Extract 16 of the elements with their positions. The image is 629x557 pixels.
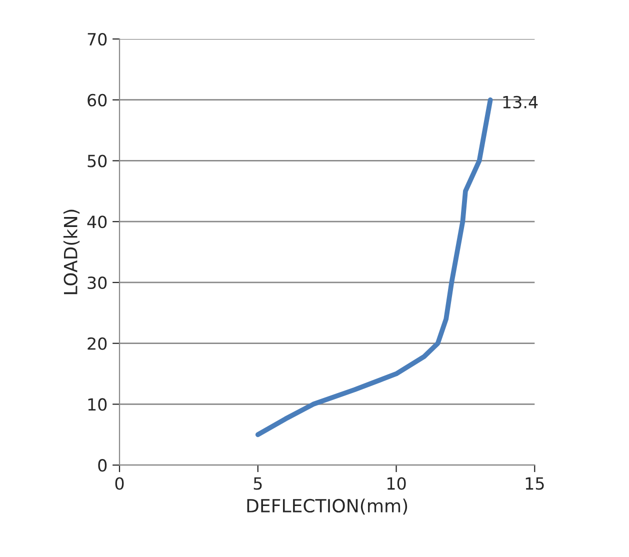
y-axis-title: LOAD(kN) bbox=[63, 210, 80, 294]
line-series bbox=[255, 97, 493, 438]
y-tick-label: 20 bbox=[88, 337, 107, 350]
x-tick-label: 0 bbox=[115, 477, 124, 490]
y-tick-label: 40 bbox=[87, 216, 107, 228]
y-tick-label: 70 bbox=[88, 32, 107, 46]
y-tick-label: 30 bbox=[88, 276, 107, 290]
x-tick-label: 15 bbox=[526, 477, 544, 490]
y-tick-label: 0 bbox=[98, 459, 107, 472]
y-tick-label: 50 bbox=[88, 154, 107, 168]
x-tick-label: 5 bbox=[254, 477, 262, 490]
x-tick-label: 10 bbox=[387, 477, 406, 490]
annotation: 13.4 bbox=[503, 96, 538, 108]
x-axis-title: DEFLECTION(mm) bbox=[247, 498, 408, 515]
y-tick-label: 60 bbox=[88, 94, 107, 106]
y-tick-label: 10 bbox=[88, 398, 107, 411]
